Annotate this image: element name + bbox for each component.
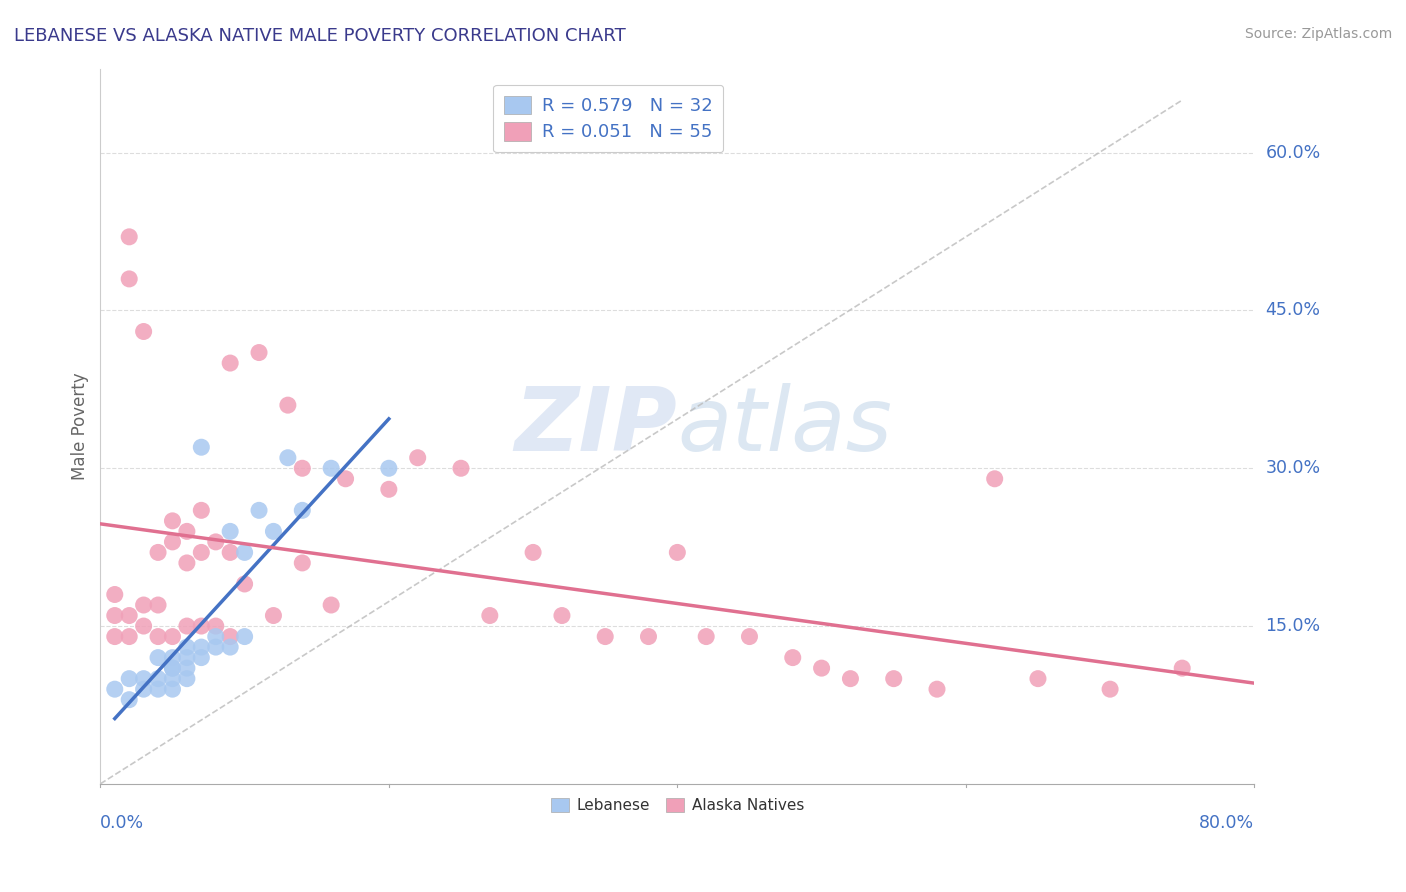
Point: [839, 672, 862, 686]
Point: [146, 682, 169, 697]
Point: [146, 545, 169, 559]
Point: [104, 630, 127, 644]
Point: [104, 608, 127, 623]
Point: [219, 524, 242, 539]
Point: [190, 640, 212, 654]
Point: [738, 630, 761, 644]
Point: [132, 682, 155, 697]
Point: [637, 630, 659, 644]
Text: 30.0%: 30.0%: [1265, 459, 1320, 477]
Point: [146, 650, 169, 665]
Point: [204, 535, 226, 549]
Point: [190, 503, 212, 517]
Point: [176, 650, 198, 665]
Text: 60.0%: 60.0%: [1265, 144, 1320, 161]
Point: [132, 598, 155, 612]
Point: [406, 450, 429, 465]
Point: [983, 472, 1005, 486]
Point: [176, 619, 198, 633]
Point: [162, 682, 184, 697]
Point: [1026, 672, 1049, 686]
Point: [233, 630, 256, 644]
Point: [883, 672, 905, 686]
Point: [176, 672, 198, 686]
Point: [132, 619, 155, 633]
Point: [104, 587, 127, 601]
Point: [378, 461, 401, 475]
Legend: Lebanese, Alaska Natives: Lebanese, Alaska Natives: [544, 792, 810, 819]
Text: ZIP: ZIP: [515, 383, 678, 470]
Point: [782, 650, 804, 665]
Point: [335, 472, 357, 486]
Text: 0.0%: 0.0%: [100, 814, 145, 832]
Point: [277, 450, 299, 465]
Point: [1171, 661, 1194, 675]
Point: [291, 461, 314, 475]
Point: [1099, 682, 1122, 697]
Point: [378, 483, 401, 497]
Point: [262, 608, 284, 623]
Point: [176, 661, 198, 675]
Point: [162, 661, 184, 675]
Point: [551, 608, 574, 623]
Point: [176, 524, 198, 539]
Point: [190, 619, 212, 633]
Point: [132, 672, 155, 686]
Point: [219, 630, 242, 644]
Point: [118, 672, 141, 686]
Point: [666, 545, 689, 559]
Point: [176, 640, 198, 654]
Point: [162, 514, 184, 528]
Point: [450, 461, 472, 475]
Point: [118, 272, 141, 286]
Point: [190, 440, 212, 454]
Point: [291, 503, 314, 517]
Point: [247, 345, 270, 359]
Point: [162, 661, 184, 675]
Point: [162, 535, 184, 549]
Point: [118, 230, 141, 244]
Point: [810, 661, 832, 675]
Point: [233, 545, 256, 559]
Point: [162, 630, 184, 644]
Point: [146, 630, 169, 644]
Point: [321, 461, 343, 475]
Y-axis label: Male Poverty: Male Poverty: [72, 372, 89, 480]
Point: [478, 608, 501, 623]
Point: [118, 608, 141, 623]
Point: [593, 630, 616, 644]
Point: [219, 640, 242, 654]
Point: [233, 577, 256, 591]
Point: [162, 672, 184, 686]
Point: [277, 398, 299, 412]
Point: [925, 682, 948, 697]
Point: [695, 630, 717, 644]
Point: [118, 692, 141, 706]
Point: [291, 556, 314, 570]
Point: [132, 325, 155, 339]
Point: [146, 598, 169, 612]
Point: [247, 503, 270, 517]
Point: [204, 619, 226, 633]
Point: [162, 650, 184, 665]
Text: 80.0%: 80.0%: [1199, 814, 1254, 832]
Point: [321, 598, 343, 612]
Point: [219, 356, 242, 370]
Text: atlas: atlas: [678, 384, 893, 469]
Point: [522, 545, 544, 559]
Point: [190, 650, 212, 665]
Point: [118, 630, 141, 644]
Point: [262, 524, 284, 539]
Point: [219, 545, 242, 559]
Point: [190, 545, 212, 559]
Text: 15.0%: 15.0%: [1265, 617, 1320, 635]
Text: Source: ZipAtlas.com: Source: ZipAtlas.com: [1244, 27, 1392, 41]
Point: [104, 682, 127, 697]
Point: [204, 630, 226, 644]
Point: [146, 672, 169, 686]
Text: 45.0%: 45.0%: [1265, 301, 1320, 319]
Text: LEBANESE VS ALASKA NATIVE MALE POVERTY CORRELATION CHART: LEBANESE VS ALASKA NATIVE MALE POVERTY C…: [14, 27, 626, 45]
Point: [204, 640, 226, 654]
Point: [176, 556, 198, 570]
